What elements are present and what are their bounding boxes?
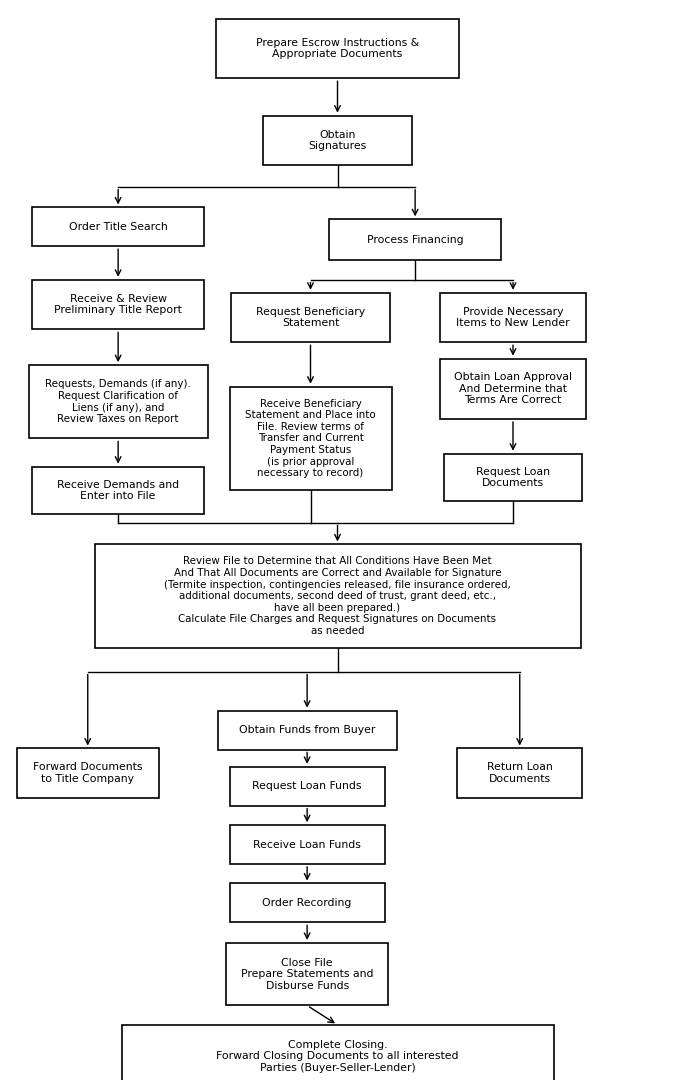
Text: Obtain
Signatures: Obtain Signatures	[308, 130, 367, 151]
FancyBboxPatch shape	[329, 219, 501, 260]
Text: Return Loan
Documents: Return Loan Documents	[487, 762, 553, 784]
FancyBboxPatch shape	[217, 711, 397, 750]
Text: Complete Closing.
Forward Closing Documents to all interested
Parties (Buyer-Sel: Complete Closing. Forward Closing Docume…	[216, 1040, 459, 1072]
FancyBboxPatch shape	[230, 387, 392, 490]
Text: Obtain Funds from Buyer: Obtain Funds from Buyer	[239, 725, 375, 735]
Text: Order Title Search: Order Title Search	[69, 221, 167, 232]
Text: Order Recording: Order Recording	[263, 897, 352, 908]
Text: Requests, Demands (if any).
Request Clarification of
Liens (if any), and
Review : Requests, Demands (if any). Request Clar…	[45, 379, 191, 424]
Text: Request Loan Funds: Request Loan Funds	[252, 781, 362, 792]
FancyBboxPatch shape	[216, 18, 459, 78]
Text: Close File
Prepare Statements and
Disburse Funds: Close File Prepare Statements and Disbur…	[241, 958, 373, 990]
Text: Provide Necessary
Items to New Lender: Provide Necessary Items to New Lender	[456, 307, 570, 328]
FancyBboxPatch shape	[444, 454, 582, 501]
FancyBboxPatch shape	[440, 293, 585, 342]
FancyBboxPatch shape	[230, 767, 385, 806]
Text: Receive Beneficiary
Statement and Place into
File. Review terms of
Transfer and : Receive Beneficiary Statement and Place …	[245, 399, 376, 478]
FancyBboxPatch shape	[226, 943, 388, 1005]
Text: Receive Demands and
Enter into File: Receive Demands and Enter into File	[57, 480, 179, 501]
Text: Process Financing: Process Financing	[367, 234, 464, 245]
Text: Receive Loan Funds: Receive Loan Funds	[253, 839, 361, 850]
FancyBboxPatch shape	[32, 207, 204, 246]
FancyBboxPatch shape	[32, 467, 204, 514]
FancyBboxPatch shape	[32, 280, 204, 329]
Text: Prepare Escrow Instructions &
Appropriate Documents: Prepare Escrow Instructions & Appropriat…	[256, 38, 419, 59]
FancyBboxPatch shape	[458, 748, 582, 798]
FancyBboxPatch shape	[95, 544, 580, 648]
FancyBboxPatch shape	[263, 116, 412, 165]
FancyBboxPatch shape	[122, 1025, 554, 1080]
FancyBboxPatch shape	[230, 825, 385, 864]
Text: Request Beneficiary
Statement: Request Beneficiary Statement	[256, 307, 365, 328]
Text: Request Loan
Documents: Request Loan Documents	[476, 467, 550, 488]
FancyBboxPatch shape	[440, 359, 585, 419]
FancyBboxPatch shape	[231, 293, 390, 342]
Text: Receive & Review
Preliminary Title Report: Receive & Review Preliminary Title Repor…	[54, 294, 182, 315]
FancyBboxPatch shape	[230, 883, 385, 922]
Text: Forward Documents
to Title Company: Forward Documents to Title Company	[33, 762, 142, 784]
FancyBboxPatch shape	[17, 748, 159, 798]
FancyBboxPatch shape	[28, 365, 208, 438]
Text: Review File to Determine that All Conditions Have Been Met
And That All Document: Review File to Determine that All Condit…	[164, 556, 511, 636]
Text: Obtain Loan Approval
And Determine that
Terms Are Correct: Obtain Loan Approval And Determine that …	[454, 373, 572, 405]
